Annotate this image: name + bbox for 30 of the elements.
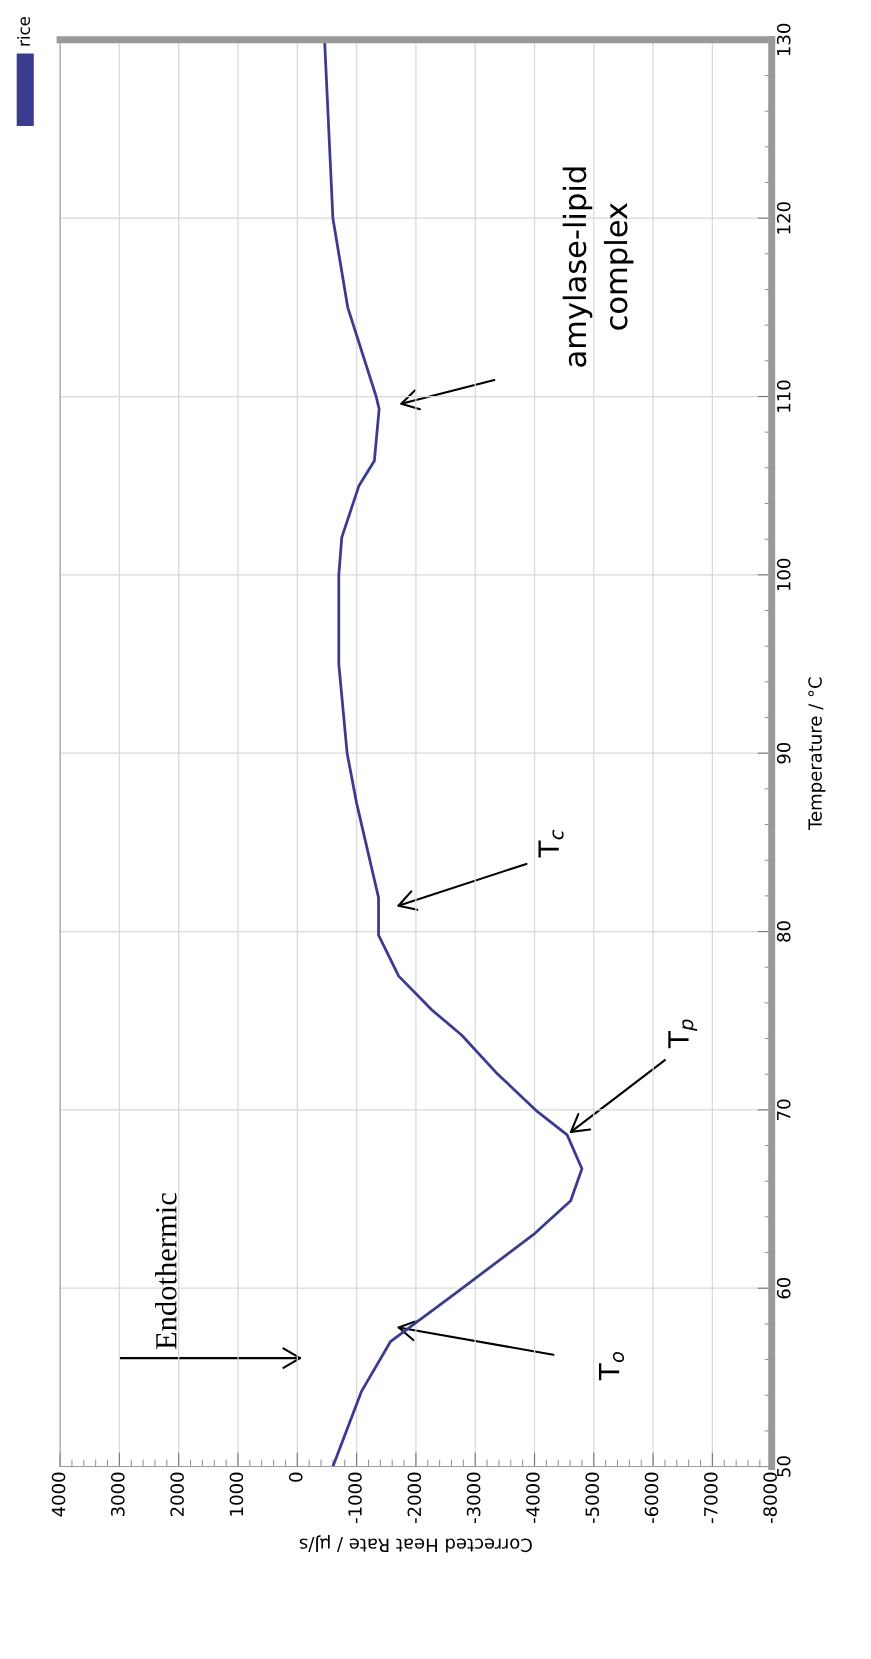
x-tick-label: 2000 <box>170 1472 184 1517</box>
text: rice <box>17 16 31 46</box>
x-tick-label: -2000 <box>407 1472 422 1523</box>
y-tick-label: 70 <box>776 1099 791 1120</box>
x-tick-label: -5000 <box>585 1472 600 1523</box>
x-tick-label: -8000 <box>763 1472 777 1523</box>
y-tick-label: 90 <box>776 742 791 764</box>
y-tick-label: 130 <box>776 23 791 56</box>
y-tick-label: 50 <box>776 1456 791 1477</box>
annotation: Endothermic <box>155 1193 177 1350</box>
y-tick-label: 110 <box>776 380 791 412</box>
x-axis-title: Corrected Heat Rate / µJ/s <box>299 1534 532 1553</box>
annotation: T$_{o}$ <box>598 1352 625 1381</box>
y-axis-title: Temperature / °C <box>808 677 826 831</box>
annotation: amylase-lipid complex <box>562 167 634 367</box>
x-tick-label: 0 <box>288 1472 303 1482</box>
x-tick-label: 1000 <box>229 1472 244 1516</box>
x-tick-label: -7000 <box>703 1472 718 1523</box>
x-tick-label: 3000 <box>110 1472 125 1516</box>
y-tick-label: 100 <box>776 558 791 591</box>
x-tick-label: -1000 <box>348 1472 362 1523</box>
y-tick-label: 60 <box>776 1277 791 1299</box>
annotation: T$_{p}$ <box>668 1019 698 1049</box>
x-tick-label: -3000 <box>466 1472 481 1523</box>
annotation: T$_{c}$ <box>538 829 564 858</box>
x-tick-label: -6000 <box>644 1472 659 1523</box>
x-tick-label: 4000 <box>51 1472 66 1517</box>
y-tick-label: 80 <box>776 921 791 942</box>
x-tick-label: -4000 <box>526 1472 540 1523</box>
y-tick-label: 120 <box>776 202 791 234</box>
